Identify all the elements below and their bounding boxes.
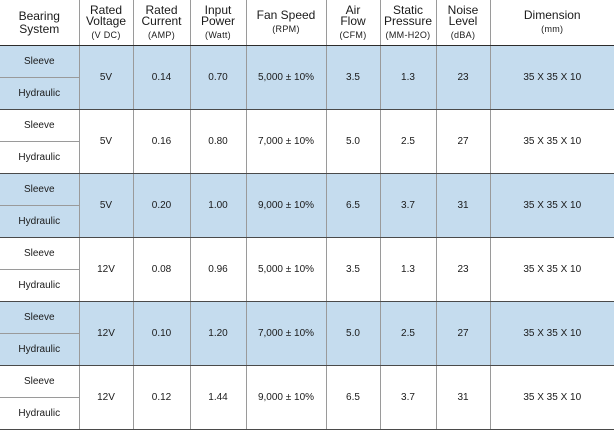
table-row: Sleeve Hydraulic 12V 0.12 1.44 9,000 ± 10… [0, 365, 614, 430]
current-cell: 0.20 [133, 173, 191, 238]
dimension-cell: 35 X 35 X 10 [490, 109, 614, 174]
power-cell: 0.80 [190, 109, 247, 174]
header-noise-level: Noise Level (dBA) [436, 0, 491, 46]
bearing-hydraulic: Hydraulic [18, 88, 61, 99]
header-rated-current: Rated Current (AMP) [133, 0, 191, 46]
pressure-cell: 1.3 [380, 237, 437, 302]
bearing-sleeve: Sleeve [0, 238, 79, 270]
header-fan-speed: Fan Speed (RPM) [246, 0, 327, 46]
table-row: Sleeve Hydraulic 5V 0.16 0.80 7,000 ± 10%… [0, 109, 614, 174]
current-cell: 0.14 [133, 45, 191, 110]
pressure-cell: 3.7 [380, 365, 437, 430]
dimension-cell: 35 X 35 X 10 [490, 173, 614, 238]
noise-cell: 27 [436, 301, 491, 366]
bearing-sleeve: Sleeve [0, 302, 79, 334]
bearing-hydraulic: Hydraulic [18, 152, 61, 163]
bearing-hydraulic: Hydraulic [18, 280, 61, 291]
header-static-pressure: Static Pressure (MM-H2O) [380, 0, 437, 46]
current-cell: 0.16 [133, 109, 191, 174]
bearing-cell: Sleeve Hydraulic [0, 45, 80, 110]
noise-cell: 23 [436, 45, 491, 110]
airflow-cell: 6.5 [326, 365, 381, 430]
noise-cell: 31 [436, 365, 491, 430]
noise-cell: 23 [436, 237, 491, 302]
airflow-cell: 3.5 [326, 237, 381, 302]
bearing-cell: Sleeve Hydraulic [0, 109, 80, 174]
speed-cell: 5,000 ± 10% [246, 45, 327, 110]
table-row: Sleeve Hydraulic 5V 0.14 0.70 5,000 ± 10%… [0, 45, 614, 110]
table-row: Sleeve Hydraulic 12V 0.08 0.96 5,000 ± 10… [0, 237, 614, 302]
table-row: Sleeve Hydraulic 5V 0.20 1.00 9,000 ± 10%… [0, 173, 614, 238]
airflow-cell: 5.0 [326, 109, 381, 174]
pressure-cell: 2.5 [380, 301, 437, 366]
speed-cell: 9,000 ± 10% [246, 365, 327, 430]
table-row: Sleeve Hydraulic 12V 0.10 1.20 7,000 ± 10… [0, 301, 614, 366]
voltage-cell: 5V [79, 109, 134, 174]
airflow-cell: 6.5 [326, 173, 381, 238]
dimension-cell: 35 X 35 X 10 [490, 45, 614, 110]
dimension-cell: 35 X 35 X 10 [490, 237, 614, 302]
speed-cell: 9,000 ± 10% [246, 173, 327, 238]
dimension-cell: 35 X 35 X 10 [490, 365, 614, 430]
bearing-sleeve: Sleeve [0, 110, 79, 142]
bearing-cell: Sleeve Hydraulic [0, 301, 80, 366]
header-rated-voltage: Rated Voltage (V DC) [79, 0, 134, 46]
power-cell: 0.70 [190, 45, 247, 110]
pressure-cell: 1.3 [380, 45, 437, 110]
power-cell: 1.44 [190, 365, 247, 430]
pressure-cell: 3.7 [380, 173, 437, 238]
noise-cell: 31 [436, 173, 491, 238]
bearing-sleeve: Sleeve [0, 366, 79, 398]
bearing-cell: Sleeve Hydraulic [0, 365, 80, 430]
pressure-cell: 2.5 [380, 109, 437, 174]
bearing-sleeve: Sleeve [0, 46, 79, 78]
bearing-hydraulic: Hydraulic [18, 216, 61, 227]
speed-cell: 5,000 ± 10% [246, 237, 327, 302]
power-cell: 1.20 [190, 301, 247, 366]
header-bearing-system: Bearing System [0, 0, 80, 46]
voltage-cell: 5V [79, 45, 134, 110]
bearing-cell: Sleeve Hydraulic [0, 237, 80, 302]
current-cell: 0.10 [133, 301, 191, 366]
voltage-cell: 12V [79, 301, 134, 366]
power-cell: 1.00 [190, 173, 247, 238]
dimension-cell: 35 X 35 X 10 [490, 301, 614, 366]
header-dimension: Dimension (mm) [490, 0, 614, 46]
noise-cell: 27 [436, 109, 491, 174]
header-input-power: Input Power (Watt) [190, 0, 247, 46]
voltage-cell: 12V [79, 365, 134, 430]
speed-cell: 7,000 ± 10% [246, 301, 327, 366]
bearing-sleeve: Sleeve [0, 174, 79, 206]
bearing-hydraulic: Hydraulic [18, 408, 61, 419]
header-air-flow: Air Flow (CFM) [326, 0, 381, 46]
bearing-cell: Sleeve Hydraulic [0, 173, 80, 238]
current-cell: 0.08 [133, 237, 191, 302]
speed-cell: 7,000 ± 10% [246, 109, 327, 174]
airflow-cell: 5.0 [326, 301, 381, 366]
current-cell: 0.12 [133, 365, 191, 430]
voltage-cell: 5V [79, 173, 134, 238]
bearing-hydraulic: Hydraulic [18, 344, 61, 355]
voltage-cell: 12V [79, 237, 134, 302]
header-row: Bearing System Rated Voltage (V DC) Rate… [0, 0, 614, 46]
power-cell: 0.96 [190, 237, 247, 302]
airflow-cell: 3.5 [326, 45, 381, 110]
